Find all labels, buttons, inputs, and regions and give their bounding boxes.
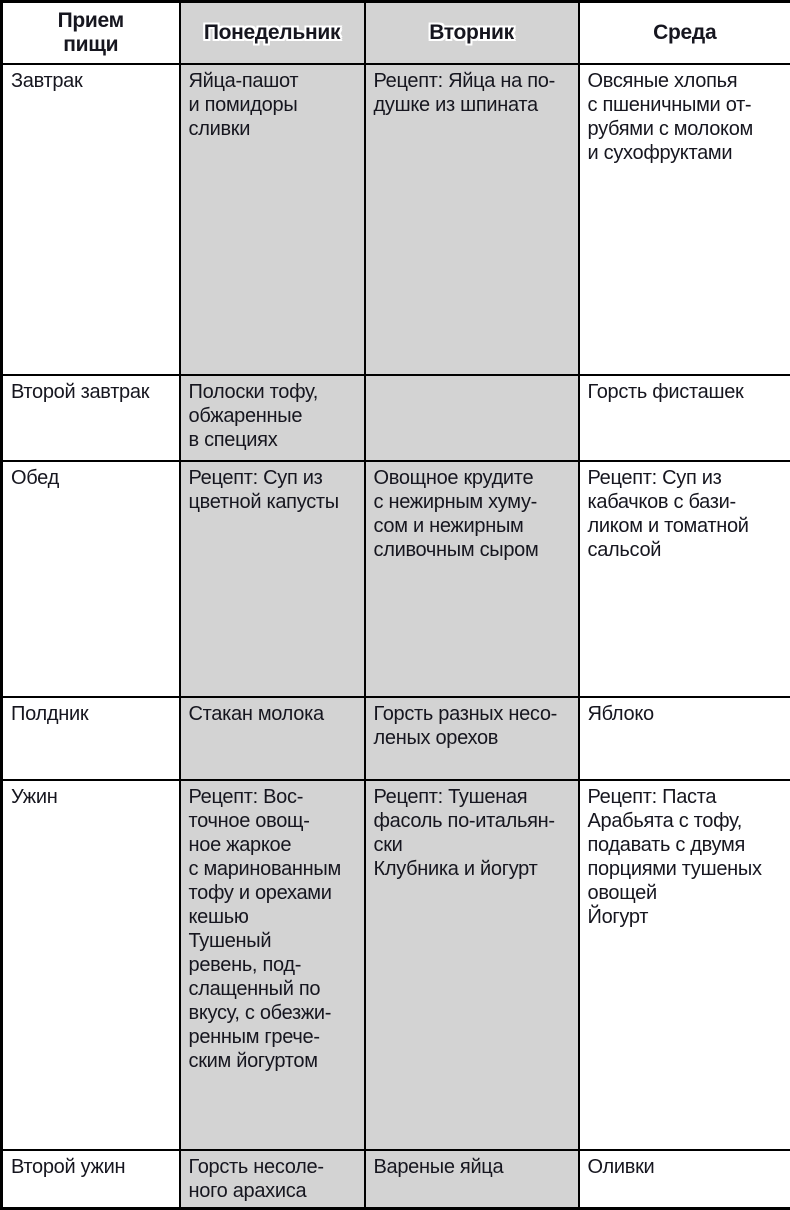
header-row: Прием пищи Понедельник Вторник Среда bbox=[2, 2, 790, 64]
cell-afternoon-snack-wednesday: Яблоко bbox=[579, 697, 790, 780]
meal-label-dinner: Ужин bbox=[2, 780, 180, 1150]
cell-second-breakfast-wednesday: Горсть фисташек bbox=[579, 375, 790, 461]
cell-breakfast-tuesday: Рецепт: Яйца на по- душке из шпината bbox=[365, 64, 579, 375]
cell-lunch-wednesday: Рецепт: Суп из кабачков с бази- ликом и … bbox=[579, 461, 790, 697]
cell-afternoon-snack-tuesday: Горсть разных несо- леных орехов bbox=[365, 697, 579, 780]
column-header-meal: Прием пищи bbox=[2, 2, 180, 64]
cell-breakfast-wednesday: Овсяные хлопья с пшеничными от- рубями с… bbox=[579, 64, 790, 375]
table-row-dinner: Ужин Рецепт: Вос- точное овощ- ное жарко… bbox=[2, 780, 790, 1150]
table-row-afternoon-snack: Полдник Стакан молока Горсть разных несо… bbox=[2, 697, 790, 780]
meal-label-second-dinner: Второй ужин bbox=[2, 1150, 180, 1209]
cell-dinner-wednesday: Рецепт: Паста Арабьята с тофу, подавать … bbox=[579, 780, 790, 1150]
cell-second-dinner-tuesday: Вареные яйца bbox=[365, 1150, 579, 1209]
cell-second-breakfast-monday: Полоски тофу, обжаренные в специях bbox=[180, 375, 365, 461]
column-header-tuesday: Вторник bbox=[365, 2, 579, 64]
cell-second-breakfast-tuesday bbox=[365, 375, 579, 461]
meal-label-breakfast: Завтрак bbox=[2, 64, 180, 375]
cell-afternoon-snack-monday: Стакан молока bbox=[180, 697, 365, 780]
table-row-lunch: Обед Рецепт: Суп из цветной капусты Овощ… bbox=[2, 461, 790, 697]
cell-lunch-tuesday: Овощное крудите с нежирным хуму- сом и н… bbox=[365, 461, 579, 697]
cell-breakfast-monday: Яйца-пашот и помидоры сливки bbox=[180, 64, 365, 375]
meal-label-second-breakfast: Второй завтрак bbox=[2, 375, 180, 461]
table-row-second-breakfast: Второй завтрак Полоски тофу, обжаренные … bbox=[2, 375, 790, 461]
column-header-wednesday: Среда bbox=[579, 2, 790, 64]
column-header-monday: Понедельник bbox=[180, 2, 365, 64]
cell-second-dinner-wednesday: Оливки bbox=[579, 1150, 790, 1209]
table-row-second-dinner: Второй ужин Горсть несоле- ного арахиса … bbox=[2, 1150, 790, 1209]
cell-lunch-monday: Рецепт: Суп из цветной капусты bbox=[180, 461, 365, 697]
cell-dinner-tuesday: Рецепт: Тушеная фасоль по-итальян- ски К… bbox=[365, 780, 579, 1150]
meal-label-afternoon-snack: Полдник bbox=[2, 697, 180, 780]
table-row-breakfast: Завтрак Яйца-пашот и помидоры сливки Рец… bbox=[2, 64, 790, 375]
cell-dinner-monday: Рецепт: Вос- точное овощ- ное жаркое с м… bbox=[180, 780, 365, 1150]
cell-second-dinner-monday: Горсть несоле- ного арахиса bbox=[180, 1150, 365, 1209]
meal-label-lunch: Обед bbox=[2, 461, 180, 697]
